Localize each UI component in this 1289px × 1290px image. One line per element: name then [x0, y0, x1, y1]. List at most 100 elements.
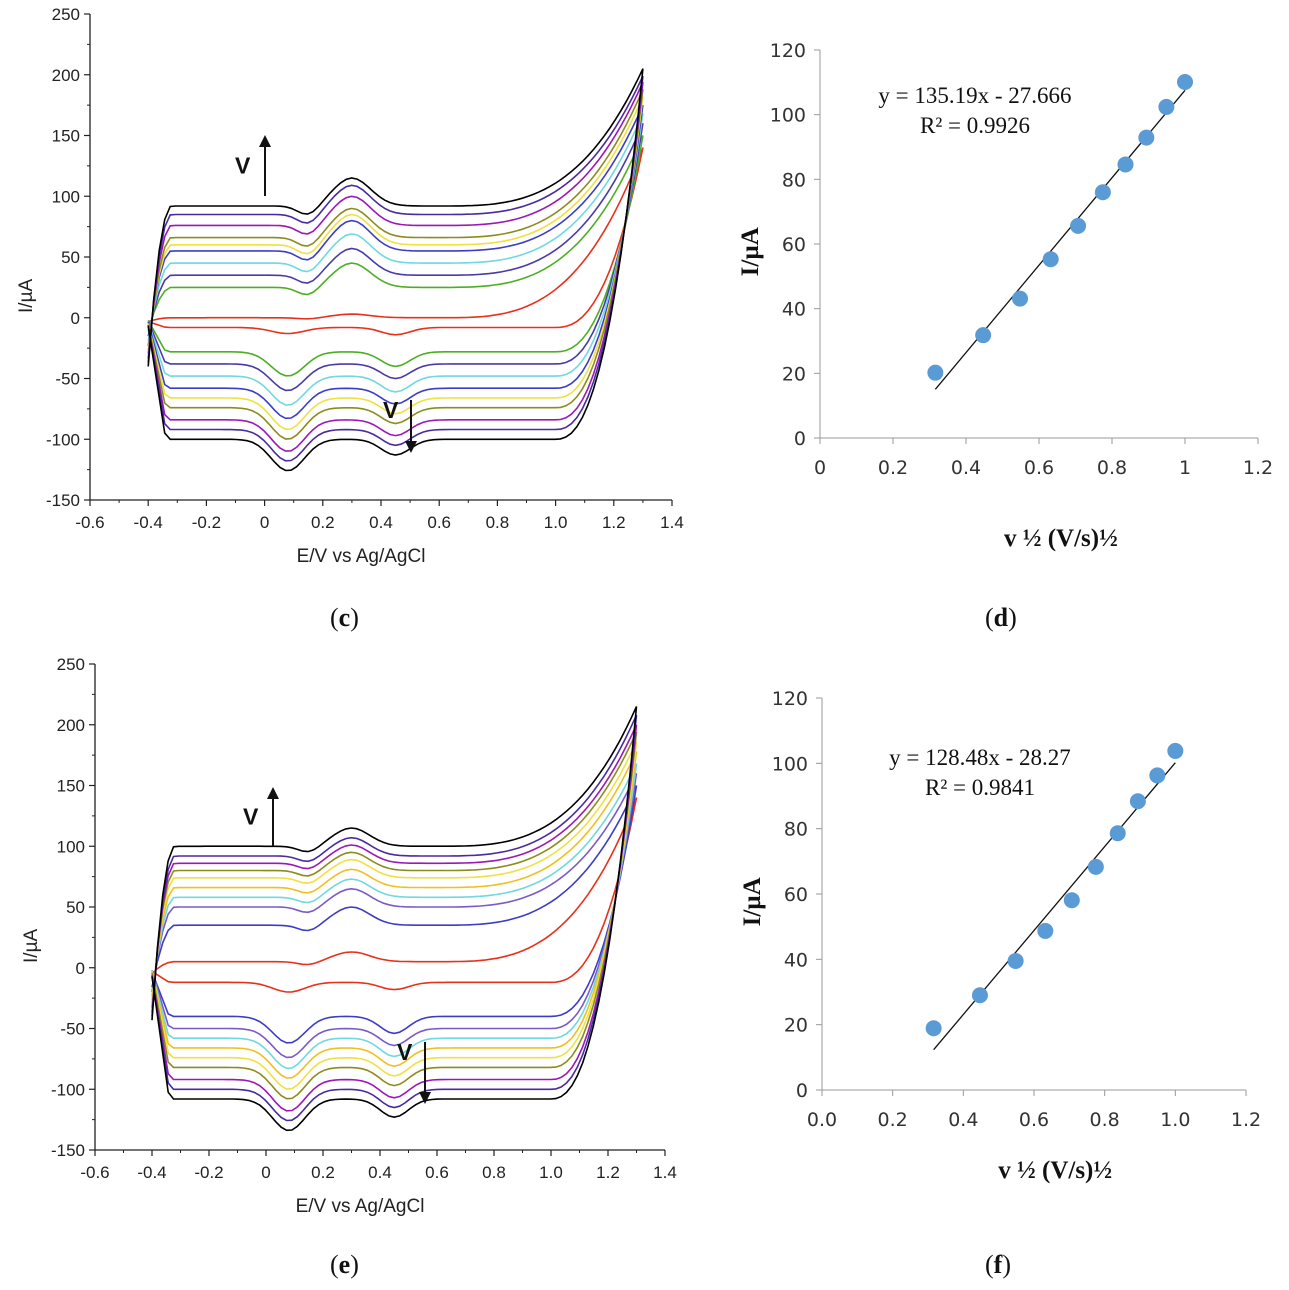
data-point: [1117, 156, 1134, 173]
x-tick-label: -0.6: [75, 513, 104, 532]
arrow-up-label: V: [235, 153, 251, 179]
data-point: [1094, 184, 1111, 201]
cv-series-3: [147, 122, 644, 392]
cv-series-9: [151, 714, 638, 1122]
panel-e-voltammogram: -150 -100 -50 0 50 100 150 200 250 -0.6 -0.4 -0.2 0 0…: [21, 655, 677, 1217]
cv-series-1: [151, 797, 638, 993]
x-tick-label: 0.0: [807, 1109, 837, 1131]
x-tick-label: 0.6: [1024, 457, 1054, 479]
x-tick-label: 0.2: [311, 513, 335, 532]
data-point: [1012, 290, 1029, 307]
y-axis-title: I/µA: [16, 278, 37, 313]
cv-series-3: [151, 772, 638, 1059]
data-point: [971, 987, 988, 1004]
y-tick-label: 0: [76, 959, 85, 978]
cv-series-5: [147, 104, 644, 420]
x-tick-label: -0.4: [134, 513, 163, 532]
x-tick-label: 1.4: [653, 1163, 677, 1182]
cv-series-2: [151, 785, 638, 1044]
x-tick-label: 1.2: [1243, 457, 1273, 479]
y-axis-title: I/µA: [739, 877, 766, 926]
y-tick-label: 20: [784, 1015, 808, 1037]
data-point: [1063, 892, 1080, 909]
panel-d-scatter: 0 20 40 60 80 100 120 0 0.2 0.4 0.6 0.8 1 1.2 v ½ (V/s…: [737, 40, 1273, 552]
data-point: [927, 364, 944, 381]
x-tick-label: -0.4: [137, 1163, 166, 1182]
data-point: [1037, 922, 1054, 939]
y-tick-label: -50: [55, 370, 80, 389]
caption-c: (c): [330, 603, 359, 632]
y-tick-label: 60: [782, 234, 806, 256]
x-axis-title: E/V vs Ag/AgCl: [296, 1196, 425, 1217]
cv-series-4: [151, 763, 638, 1070]
cv-series-10: [151, 706, 638, 1132]
y-tick-label: -150: [46, 491, 80, 510]
trendline-equation: y = 128.48x - 28.27: [889, 745, 1071, 770]
data-point: [1158, 98, 1175, 115]
cv-series-8: [151, 724, 638, 1112]
y-axis-title: I/µA: [21, 928, 42, 963]
x-tick-label: 1: [1179, 457, 1191, 479]
x-tick-label: 0.4: [369, 513, 393, 532]
data-point: [1129, 793, 1146, 810]
y-tick-label: 20: [782, 363, 806, 385]
x-tick-label: 0: [814, 457, 826, 479]
y-axis-title: I/µA: [737, 227, 764, 276]
y-tick-label: 100: [772, 753, 808, 775]
cv-series-7: [147, 88, 644, 440]
y-tick-label: -100: [46, 430, 80, 449]
x-tick-label: 0.2: [878, 457, 908, 479]
x-tick-label: 1.2: [1231, 1109, 1261, 1131]
x-axis-title: v ½ (V/s)½: [998, 1157, 1112, 1184]
y-tick-label: 50: [61, 248, 80, 267]
x-tick-label: 0.8: [482, 1163, 506, 1182]
y-tick-label: -100: [51, 1080, 85, 1099]
y-tick-label: 40: [782, 299, 806, 321]
cv-series-6: [151, 741, 638, 1090]
y-tick-label: 80: [784, 819, 808, 841]
y-tick-label: 100: [57, 837, 85, 856]
x-tick-label: 0.8: [486, 513, 510, 532]
x-tick-label: 1.2: [602, 513, 626, 532]
x-tick-label: -0.6: [80, 1163, 109, 1182]
x-tick-label: 0.4: [951, 457, 981, 479]
y-tick-label: 0: [71, 309, 80, 328]
x-tick-label: -0.2: [192, 513, 221, 532]
cv-series-6: [147, 96, 644, 431]
y-tick-label: 0: [794, 428, 806, 450]
arrow-up-label: V: [243, 804, 259, 830]
data-point: [1149, 767, 1166, 784]
y-tick-label: 120: [770, 40, 806, 62]
y-tick-label: -150: [51, 1141, 85, 1160]
cv-series-10: [147, 68, 644, 472]
x-tick-label: -0.2: [194, 1163, 223, 1182]
x-tick-label: 0.2: [311, 1163, 335, 1182]
cv-series-1: [147, 147, 644, 336]
panel-c-voltammogram: -150 -100 -50 0 50 100 150 200 250 -0.6 -0.4 -0.2 0 0…: [16, 5, 684, 567]
y-tick-label: 150: [52, 127, 80, 146]
cv-series-4: [147, 113, 644, 406]
y-tick-label: 0: [796, 1080, 808, 1102]
r-squared-label: R² = 0.9926: [920, 113, 1030, 138]
panel-f-scatter: 0 20 40 60 80 100 120 0.0 0.2 0.4 0.6 0.8 1.0 1.2 v ½ …: [739, 688, 1261, 1184]
y-tick-label: 60: [784, 884, 808, 906]
cv-series-5: [151, 751, 638, 1079]
x-tick-label: 0.8: [1090, 1109, 1120, 1131]
y-tick-label: 120: [772, 688, 808, 710]
x-tick-label: 0.2: [878, 1109, 908, 1131]
x-tick-label: 0: [261, 1163, 270, 1182]
data-point: [925, 1020, 942, 1037]
data-point: [1138, 129, 1155, 146]
x-axis-title: v ½ (V/s)½: [1004, 525, 1118, 552]
y-tick-label: 50: [66, 898, 85, 917]
x-tick-label: 1.0: [539, 1163, 563, 1182]
x-tick-label: 0.4: [368, 1163, 392, 1182]
x-tick-label: 0.8: [1097, 457, 1127, 479]
caption-e: (e): [330, 1250, 359, 1279]
arrow-down-label: V: [397, 1039, 413, 1065]
y-tick-label: -50: [60, 1020, 85, 1039]
trendline-equation: y = 135.19x - 27.666: [878, 83, 1071, 108]
arrow-down-label: V: [383, 397, 399, 423]
data-point: [1070, 217, 1087, 234]
